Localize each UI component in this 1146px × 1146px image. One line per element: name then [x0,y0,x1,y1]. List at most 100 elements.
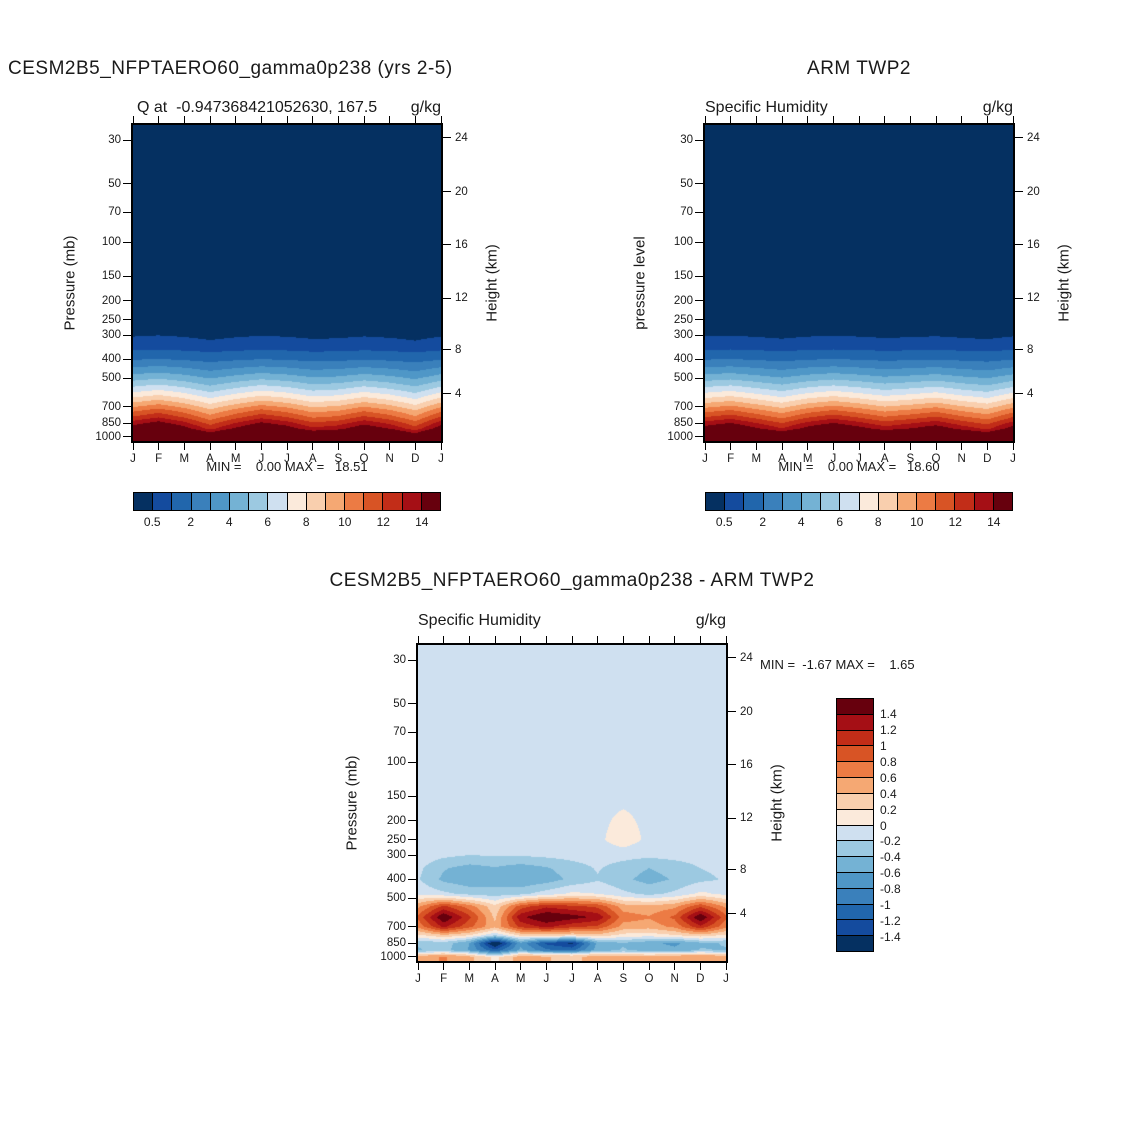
obs-plot-frame [703,123,1015,443]
pressure-tick-label: 400 [386,873,406,886]
month-tick-label: J [569,973,575,985]
colorbar-cell [836,761,874,779]
diff-left-axis-title: Pressure (mb) [343,755,361,851]
colorbar-tick-label: 0.6 [880,770,897,785]
month-tick [545,963,547,970]
month-tick-top [183,116,185,123]
height-tick [443,191,451,193]
colorbar-cell [363,492,384,511]
diff-colorbar [836,698,874,952]
month-tick-label: A [206,453,214,465]
month-tick-top [494,636,496,643]
colorbar-cell [800,492,822,511]
month-tick-label: S [334,453,343,465]
height-tick [443,393,451,395]
colorbar-tick-label: -0.4 [880,850,901,865]
pressure-tick-label: 300 [673,329,693,342]
pressure-tick-label: 700 [386,920,406,933]
pressure-tick-label: 850 [101,417,121,430]
pressure-tick-label: 70 [108,206,121,219]
pressure-tick [123,319,131,321]
month-tick-label: A [308,453,317,465]
pressure-tick [695,275,703,277]
pressure-tick [695,422,703,424]
height-tick-label: 16 [455,238,468,251]
colorbar-cell [836,745,874,763]
colorbar-tick-label: -0.2 [880,834,901,849]
height-tick-label: 24 [740,651,753,664]
month-tick [704,443,706,450]
month-tick-label: M [751,453,762,465]
diff-field-canvas [418,645,726,961]
month-tick-label: A [593,973,602,985]
pressure-tick [123,334,131,336]
pressure-tick [408,795,416,797]
month-tick-label: J [130,453,136,465]
colorbar-cell [836,935,874,952]
height-tick-label: 8 [740,863,747,876]
pressure-tick-label: 700 [673,400,693,413]
obs-field-canvas [705,125,1013,441]
month-tick-top [858,116,860,123]
month-tick [209,443,211,450]
height-tick-label: 12 [1027,292,1040,305]
pressure-tick-label: 30 [108,134,121,147]
colorbar-tick-label: 0 [880,818,887,833]
pressure-tick-label: 850 [386,937,406,950]
height-tick-label: 4 [740,907,747,920]
month-tick [699,963,701,970]
month-tick-top [389,116,391,123]
height-tick [443,297,451,299]
height-tick-label: 24 [455,131,468,144]
pressure-tick-label: 200 [101,294,121,307]
pressure-tick [408,854,416,856]
colorbar-cell [836,871,874,889]
height-tick [443,349,451,351]
colorbar-cell [724,492,745,511]
height-tick-label: 24 [1027,131,1040,144]
month-tick-top [209,116,211,123]
height-tick [1015,297,1023,299]
month-tick-label: O [359,453,369,465]
pressure-tick [695,436,703,438]
month-tick-label: J [856,453,862,465]
height-tick [728,869,736,871]
month-tick-label: A [491,973,499,985]
colorbar-tick-label: 6 [264,515,272,529]
height-tick [728,711,736,713]
colorbar-cell [133,492,154,511]
month-tick-top [312,116,314,123]
diff-units-label: g/kg [695,612,726,629]
month-tick [935,443,937,450]
month-tick-top [909,116,911,123]
month-tick [260,443,262,450]
pressure-tick [123,183,131,185]
month-tick [781,443,783,450]
month-tick [389,443,391,450]
model-panel-title: CESM2B5_NFPTAERO60_gamma0p238 (yrs 2-5) [8,58,453,79]
pressure-tick [123,139,131,141]
pressure-tick [695,300,703,302]
month-tick-label: D [696,973,705,985]
month-tick-label: F [440,973,448,985]
height-tick-label: 16 [1027,238,1040,251]
pressure-tick [695,211,703,213]
month-tick [961,443,963,450]
pressure-tick-label: 100 [386,756,406,769]
pressure-tick-label: 30 [680,134,693,147]
month-tick [858,443,860,450]
month-tick [312,443,314,450]
month-tick [158,443,160,450]
pressure-tick [123,275,131,277]
pressure-tick [408,956,416,958]
month-tick-top [414,116,416,123]
colorbar-tick-label: 1 [880,739,887,754]
pressure-tick [695,358,703,360]
colorbar-cell [839,492,860,511]
colorbar-cell [836,808,874,826]
colorbar-tick-label: 10 [910,515,924,529]
month-tick [832,443,834,450]
model-units-label: g/kg [410,99,441,116]
pressure-tick-label: 30 [393,654,406,667]
obs-panel-title: ARM TWP2 [807,58,911,79]
